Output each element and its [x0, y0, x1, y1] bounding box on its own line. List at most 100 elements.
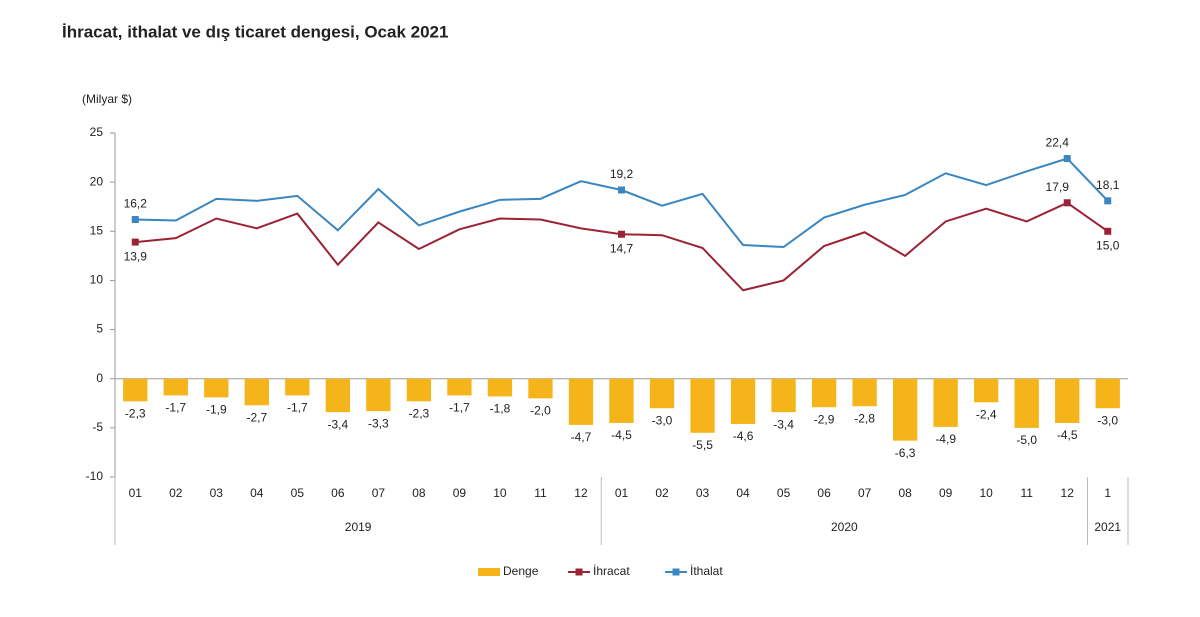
data-label: -5,5: [692, 438, 713, 452]
bar: [447, 378, 472, 396]
data-label: -4,7: [571, 430, 592, 444]
data-label: 17,9: [1046, 180, 1070, 194]
x-tick-label: 01: [615, 486, 629, 500]
x-tick-label: 03: [696, 486, 710, 500]
data-label: -3,0: [1097, 413, 1118, 427]
data-label: -6,3: [895, 446, 916, 460]
x-tick-label: 10: [493, 486, 507, 500]
marker: [1063, 155, 1071, 163]
bar: [285, 378, 310, 396]
y-tick-label: 5: [96, 322, 103, 336]
data-label: -4,9: [935, 432, 956, 446]
x-tick-label: 05: [291, 486, 305, 500]
y-tick-label: 20: [90, 174, 104, 188]
y-tick-label: 25: [90, 125, 104, 139]
bar: [730, 378, 756, 424]
x-tick-label: 04: [250, 486, 264, 500]
x-tick-label: 12: [1061, 486, 1075, 500]
x-tick-label: 08: [412, 486, 426, 500]
data-label: -4,5: [611, 428, 632, 442]
x-tick-label: 11: [534, 486, 547, 500]
y-tick-label: -10: [86, 469, 104, 483]
bar: [163, 378, 188, 396]
data-label: -3,3: [368, 416, 389, 430]
y-axis-label: (Milyar $): [82, 92, 132, 106]
bar: [244, 378, 269, 406]
bar: [366, 378, 391, 412]
data-label: -1,7: [449, 401, 470, 415]
data-label: 19,2: [610, 167, 634, 181]
bar: [852, 378, 877, 407]
data-label: -2,0: [530, 404, 551, 418]
x-tick-label: 03: [210, 486, 224, 500]
y-tick-label: 0: [96, 371, 103, 385]
y-tick-label: 10: [90, 273, 104, 287]
x-tick-label: 07: [858, 486, 872, 500]
legend-label: Denge: [503, 564, 539, 578]
x-tick-label: 12: [574, 486, 588, 500]
bar: [771, 378, 796, 413]
bar: [609, 378, 634, 423]
bar: [892, 378, 918, 441]
data-label: 16,2: [124, 197, 148, 211]
bar: [204, 378, 229, 398]
data-label: -3,0: [652, 413, 673, 427]
group-label: 2020: [831, 520, 858, 534]
bar: [690, 378, 715, 433]
bar: [406, 378, 432, 402]
x-tick-label: 10: [980, 486, 994, 500]
x-tick-label: 01: [129, 486, 143, 500]
group-label: 2021: [1094, 520, 1121, 534]
y-tick-label: -5: [92, 420, 103, 434]
bar: [1055, 378, 1080, 423]
chart-title: İhracat, ithalat ve dış ticaret dengesi,…: [62, 22, 448, 41]
bar: [933, 378, 958, 427]
x-tick-label: 06: [817, 486, 831, 500]
x-tick-label: 11: [1020, 486, 1033, 500]
data-label: 18,1: [1096, 178, 1120, 192]
x-tick-label: 08: [898, 486, 912, 500]
marker: [1104, 227, 1112, 235]
data-label: -2,9: [814, 412, 835, 426]
bar: [811, 378, 837, 408]
data-label: 22,4: [1046, 136, 1070, 150]
data-label: -4,5: [1057, 428, 1078, 442]
data-label: -1,7: [287, 401, 308, 415]
legend-swatch: [478, 568, 500, 576]
bar: [974, 378, 999, 403]
data-label: -2,8: [854, 411, 875, 425]
data-label: -1,9: [206, 403, 227, 417]
x-tick-label: 1: [1104, 486, 1111, 500]
data-label: -2,7: [246, 410, 267, 424]
data-label: -4,6: [733, 429, 754, 443]
marker: [1104, 197, 1112, 205]
x-tick-label: 07: [372, 486, 386, 500]
bar: [487, 378, 513, 397]
marker: [1063, 199, 1071, 207]
marker: [131, 215, 139, 223]
bar: [123, 378, 148, 402]
legend-label: İthalat: [690, 564, 723, 578]
x-tick-label: 02: [655, 486, 669, 500]
data-label: -3,4: [773, 417, 794, 431]
x-tick-label: 09: [453, 486, 467, 500]
bar: [649, 378, 675, 409]
marker: [618, 230, 625, 238]
data-label: -2,4: [976, 407, 997, 421]
x-tick-label: 05: [777, 486, 791, 500]
x-tick-label: 04: [736, 486, 750, 500]
data-label: -1,8: [490, 402, 511, 416]
marker: [131, 238, 139, 246]
data-label: -3,4: [328, 417, 349, 431]
bar: [528, 378, 553, 399]
y-tick-label: 15: [90, 223, 104, 237]
data-label: 14,7: [610, 241, 634, 255]
data-label: -2,3: [125, 406, 146, 420]
x-tick-label: 02: [169, 486, 183, 500]
legend-label: İhracat: [593, 564, 630, 578]
data-label: -5,0: [1016, 433, 1037, 447]
data-label: -2,3: [409, 406, 430, 420]
x-tick-label: 06: [331, 486, 345, 500]
